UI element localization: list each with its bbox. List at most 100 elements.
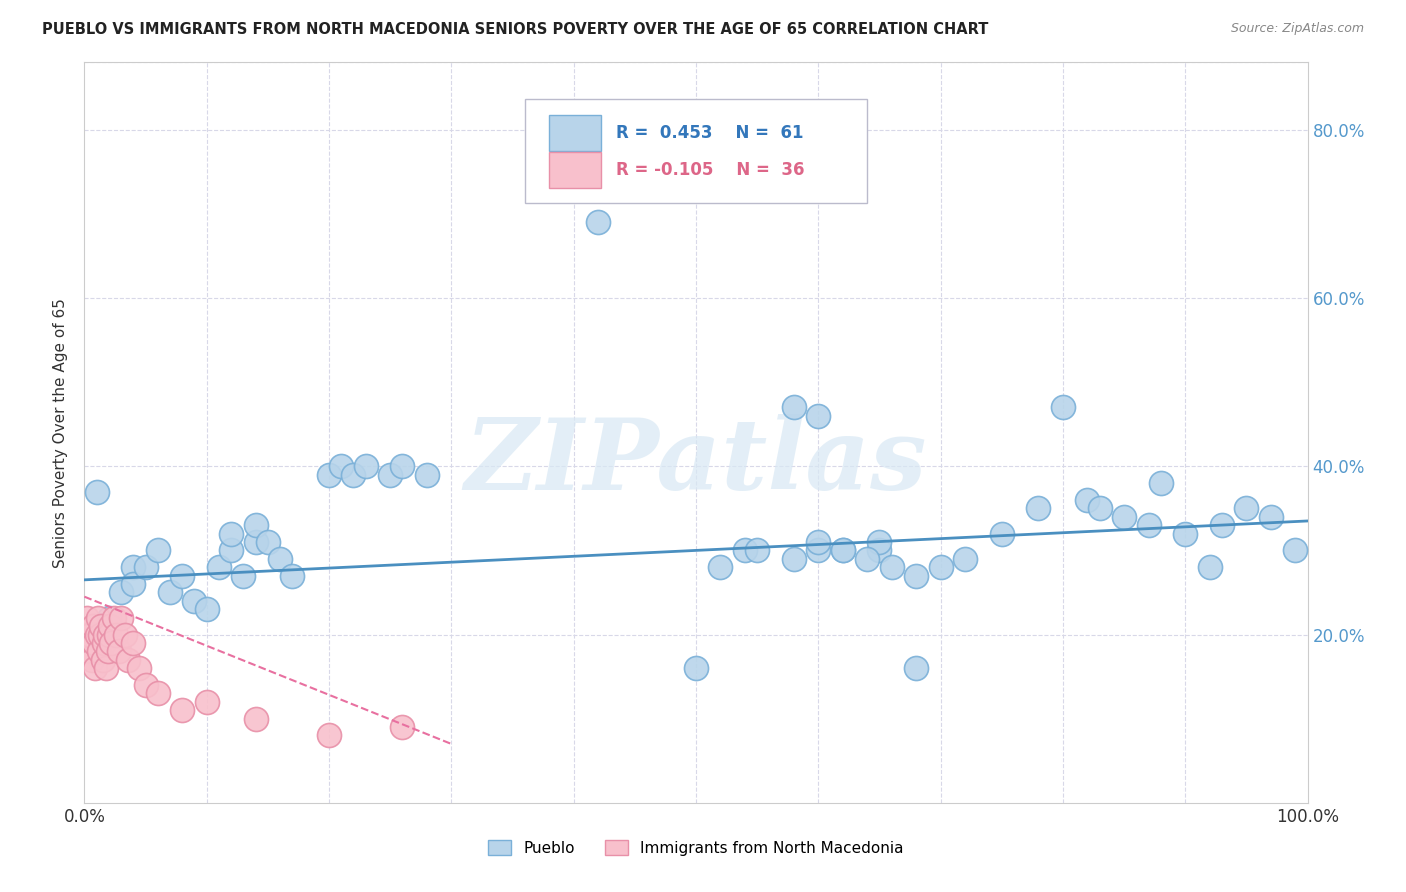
Point [93,636,115,650]
Point [117,653,139,667]
Point [107,644,129,658]
Point [172,568,194,582]
Point [97,610,120,624]
Point [159,585,181,599]
Point [807,543,830,558]
Point [77,627,100,641]
Point [232,568,254,582]
Point [354,459,377,474]
Point [1174,526,1197,541]
Point [685,661,707,675]
Point [1260,509,1282,524]
Point [257,535,280,549]
Point [219,526,242,541]
Point [281,568,304,582]
Point [783,401,806,415]
Point [219,543,242,558]
Text: ZIPatlas: ZIPatlas [465,414,927,510]
Point [318,467,340,482]
Point [318,729,340,743]
Point [146,543,169,558]
Point [953,551,976,566]
Point [90,619,112,633]
Point [880,560,903,574]
Point [1236,501,1258,516]
Point [97,627,120,641]
FancyBboxPatch shape [524,99,868,203]
Point [208,560,231,574]
Point [84,661,107,675]
Point [831,543,853,558]
Text: R = -0.105    N =  36: R = -0.105 N = 36 [616,161,806,178]
Point [172,703,194,717]
Point [1114,509,1136,524]
Text: PUEBLO VS IMMIGRANTS FROM NORTH MACEDONIA SENIORS POVERTY OVER THE AGE OF 65 COR: PUEBLO VS IMMIGRANTS FROM NORTH MACEDONI… [42,22,988,37]
Point [380,467,402,482]
Point [128,661,150,675]
FancyBboxPatch shape [550,115,600,152]
Point [391,459,413,474]
Point [734,543,756,558]
Point [245,712,267,726]
Point [1076,492,1098,507]
Point [98,619,121,633]
Point [135,560,157,574]
Point [1284,543,1306,558]
Point [807,409,830,423]
Point [330,459,353,474]
Point [1052,401,1074,415]
Y-axis label: Seniors Poverty Over the Age of 65: Seniors Poverty Over the Age of 65 [53,298,69,567]
Point [146,686,169,700]
Point [195,695,218,709]
Point [97,644,120,658]
Point [135,678,157,692]
Point [100,636,122,650]
Point [831,543,853,558]
Point [1150,476,1173,491]
Point [82,619,104,633]
Point [856,551,879,566]
Point [79,627,101,641]
Point [709,560,731,574]
Point [114,627,136,641]
Point [929,560,952,574]
Point [76,610,98,624]
Point [342,467,364,482]
Point [105,627,128,641]
Point [195,602,218,616]
Point [416,467,439,482]
Point [183,594,205,608]
Point [87,644,110,658]
Point [905,661,928,675]
Point [905,568,928,582]
Point [869,535,891,549]
Text: R =  0.453    N =  61: R = 0.453 N = 61 [616,124,804,142]
Point [783,551,806,566]
Point [110,610,132,624]
Legend: Pueblo, Immigrants from North Macedonia: Pueblo, Immigrants from North Macedonia [482,834,910,862]
Point [1088,501,1111,516]
Point [1137,518,1160,533]
Point [122,636,145,650]
Point [991,526,1014,541]
Point [869,543,891,558]
Point [391,720,413,734]
Point [586,215,609,229]
Point [89,627,111,641]
Point [103,610,125,624]
Point [122,577,145,591]
Point [86,627,108,641]
Point [1198,560,1220,574]
Point [91,653,114,667]
Point [1211,518,1233,533]
Point [747,543,769,558]
Point [96,661,118,675]
Point [269,551,291,566]
Point [1028,501,1050,516]
Point [86,484,108,499]
Point [807,535,830,549]
Text: Source: ZipAtlas.com: Source: ZipAtlas.com [1230,22,1364,36]
Point [77,644,100,658]
Point [94,627,117,641]
Point [110,585,132,599]
